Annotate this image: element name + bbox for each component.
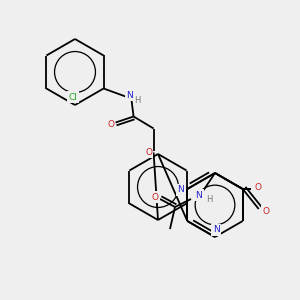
Text: Cl: Cl xyxy=(69,92,77,101)
Text: O: O xyxy=(254,182,261,191)
Text: N: N xyxy=(126,91,133,100)
Text: O: O xyxy=(152,193,158,202)
Text: N: N xyxy=(196,190,202,200)
Text: O: O xyxy=(145,148,152,157)
Text: O: O xyxy=(107,120,114,129)
Text: N: N xyxy=(177,185,184,194)
Text: N: N xyxy=(213,226,219,235)
Text: H: H xyxy=(134,96,141,105)
Text: O: O xyxy=(262,206,269,215)
Text: H: H xyxy=(206,196,212,205)
